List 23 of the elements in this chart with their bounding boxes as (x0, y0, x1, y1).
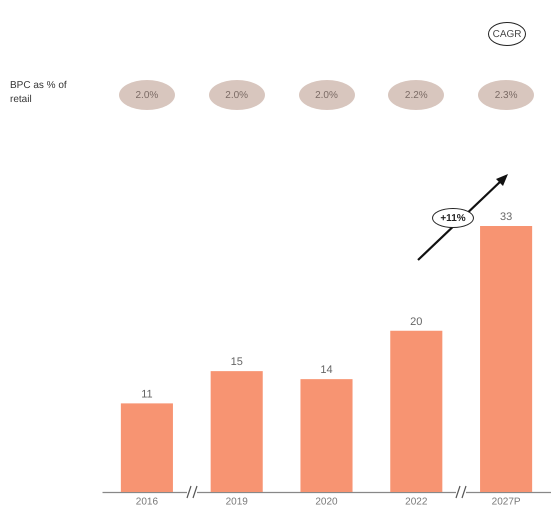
bar (300, 379, 353, 492)
text: +11% (432, 208, 474, 228)
x-tick-label: 2027P (492, 496, 521, 508)
text: CAGR (488, 22, 526, 46)
text: 2.3% (478, 80, 534, 110)
bar (210, 371, 263, 492)
text: 2.0% (118, 80, 175, 110)
x-tick-label: 2020 (315, 496, 338, 508)
x-tick-label: 2019 (226, 496, 248, 508)
data-label: 11 (141, 388, 153, 400)
x-tick-label: 2016 (136, 496, 158, 508)
text: 2.0% (298, 80, 354, 110)
bar (120, 403, 173, 492)
text: 2.0% (208, 80, 265, 110)
data-label: 15 (230, 356, 243, 368)
text: 2.2% (388, 80, 444, 110)
x-tick-label: 2022 (405, 496, 428, 508)
data-label: 33 (500, 211, 512, 223)
data-label: 14 (320, 364, 333, 376)
data-label: 20 (410, 316, 422, 328)
text: BPC as % of retail (10, 79, 68, 107)
bar (480, 226, 532, 492)
bar (390, 330, 442, 492)
